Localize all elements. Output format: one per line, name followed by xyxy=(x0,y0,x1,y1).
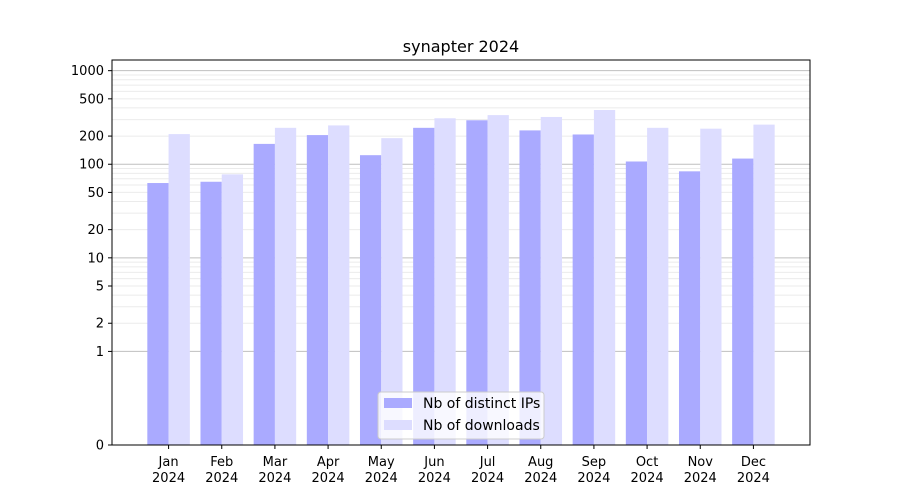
bar-downloads xyxy=(487,115,509,446)
bar-distinct-ips xyxy=(359,155,382,445)
y-tick-label: 100 xyxy=(79,158,104,173)
x-tick-label: 2024 xyxy=(205,471,238,486)
bar-downloads xyxy=(221,174,244,445)
bar-distinct-ips xyxy=(572,134,594,445)
x-tick-label: 2024 xyxy=(312,471,345,486)
bar-downloads xyxy=(434,118,456,445)
bar-distinct-ips xyxy=(732,158,754,445)
bar-distinct-ips xyxy=(625,161,648,445)
bar-downloads xyxy=(328,125,350,445)
bar-distinct-ips xyxy=(306,135,329,445)
y-tick-label: 2 xyxy=(96,317,104,332)
x-axis: Jan2024Feb2024Mar2024Apr2024May2024Jun20… xyxy=(152,445,770,486)
legend-label-distinct-ips: Nb of distinct IPs xyxy=(423,396,540,412)
x-tick-label: Sep xyxy=(582,455,607,470)
y-tick-label: 500 xyxy=(79,92,104,107)
x-tick-label: 2024 xyxy=(418,471,451,486)
y-axis: 0 1 2 5 10 20 50 100 200 500 1000 xyxy=(71,64,112,454)
bar-downloads xyxy=(168,134,190,446)
legend-swatch-downloads xyxy=(384,420,412,430)
bar-distinct-ips xyxy=(413,127,435,445)
y-tick-label: 50 xyxy=(87,186,104,201)
x-tick-label: Oct xyxy=(636,455,658,470)
x-tick-label: 2024 xyxy=(471,471,504,486)
bar-distinct-ips xyxy=(147,183,169,446)
x-tick-label: Apr xyxy=(317,455,340,470)
x-tick-label: Dec xyxy=(741,455,766,470)
x-tick-label: Aug xyxy=(528,455,553,470)
legend-frame xyxy=(377,391,545,440)
y-tick-label: 200 xyxy=(79,130,104,145)
plot-frame xyxy=(111,59,811,446)
x-tick-label: 2024 xyxy=(631,471,664,486)
x-tick-label: 2024 xyxy=(258,471,291,486)
x-tick-label: 2024 xyxy=(577,471,610,486)
bar-downloads xyxy=(700,128,722,445)
legend: Nb of distinct IPs Nb of downloads xyxy=(377,391,545,440)
legend-label-downloads: Nb of downloads xyxy=(423,418,540,434)
legend-swatch-distinct-ips xyxy=(384,398,412,408)
bar-distinct-ips xyxy=(466,120,488,445)
x-tick-label: Nov xyxy=(688,455,714,470)
bar-distinct-ips xyxy=(253,143,275,445)
chart-title: synapter 2024 xyxy=(403,37,519,56)
x-tick-label: 2024 xyxy=(524,471,557,486)
x-tick-label: Jul xyxy=(479,455,496,470)
bar-distinct-ips xyxy=(200,181,222,446)
x-tick-label: Jun xyxy=(423,455,444,470)
x-tick-label: Mar xyxy=(263,455,288,470)
x-tick-label: May xyxy=(368,455,395,470)
x-tick-label: 2024 xyxy=(365,471,398,486)
bar-downloads xyxy=(381,138,403,446)
y-tick-label: 20 xyxy=(87,223,104,238)
bar-downloads xyxy=(540,116,563,446)
bar-downloads xyxy=(753,124,775,445)
x-tick-label: 2024 xyxy=(152,471,185,486)
y-tick-label: 1 xyxy=(96,345,104,360)
y-tick-label: 0 xyxy=(96,439,104,454)
bar-downloads xyxy=(593,109,616,446)
x-tick-label: 2024 xyxy=(737,471,770,486)
x-tick-label: Feb xyxy=(210,455,233,470)
y-tick-label: 10 xyxy=(87,251,104,266)
bar-distinct-ips xyxy=(678,171,701,445)
x-tick-label: 2024 xyxy=(684,471,717,486)
y-tick-label: 5 xyxy=(96,280,104,295)
x-tick-label: Jan xyxy=(158,455,179,470)
bar-downloads xyxy=(274,127,297,445)
bars xyxy=(147,109,775,446)
y-tick-label: 1000 xyxy=(71,64,104,79)
bar-downloads xyxy=(647,127,669,445)
bar-distinct-ips xyxy=(519,130,541,446)
